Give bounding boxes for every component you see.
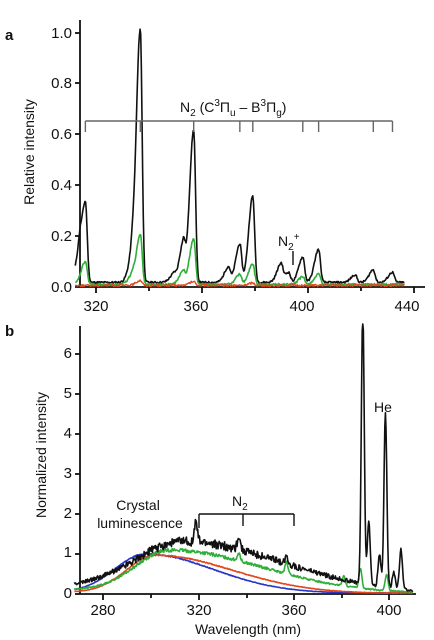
x-tick-label: 440 [394, 298, 419, 315]
panel-b-y-ticks: 0 1 2 3 4 5 6 [64, 345, 72, 602]
panel-b: b Normalized intensity 0 1 2 3 4 5 6 280… [5, 323, 416, 637]
x-tick-label: 280 [90, 602, 115, 619]
n2-band-label: N2 (C3Πu – B3Πg) [180, 98, 286, 119]
y-tick-label: 2 [64, 505, 72, 522]
y-tick-label: 3 [64, 465, 72, 482]
y-tick-label: 6 [64, 345, 72, 362]
y-tick-label: 0 [64, 585, 72, 602]
crystal-luminescence-label: Crystal luminescence [97, 497, 183, 531]
panel-b-series [73, 323, 414, 594]
y-tick-label: 0.8 [51, 75, 72, 92]
x-tick-label: 320 [186, 602, 211, 619]
panel-a-series-line-0 [74, 28, 405, 285]
n2-band-bracket [84, 120, 394, 132]
y-tick-label: 0.6 [51, 126, 72, 143]
y-tick-label: 0.4 [51, 177, 72, 194]
n2-label-b: N2 [232, 493, 248, 513]
panel-b-axes [75, 326, 416, 600]
panel-a-letter: a [5, 27, 14, 44]
panel-a-series [74, 28, 405, 288]
panel-a: a Relative intensity 0.0 0.2 0.4 0.6 0.8… [5, 20, 425, 315]
panel-b-series-line-3 [73, 323, 414, 592]
panel-b-series-line-2 [73, 547, 414, 594]
x-tick-label: 400 [376, 602, 401, 619]
y-tick-label: 1.0 [51, 25, 72, 42]
panel-a-series-line-1 [75, 233, 405, 287]
panel-a-y-axis-title: Relative intensity [21, 99, 37, 205]
panel-b-y-axis-title: Normalized intensity [33, 392, 49, 518]
n2-ion-label: N2+ [278, 232, 300, 253]
panel-a-y-ticks: 0.0 0.2 0.4 0.6 0.8 1.0 [51, 25, 72, 296]
panel-a-x-ticks: 320 360 400 440 [83, 298, 419, 315]
y-tick-label: 0.2 [51, 228, 72, 245]
panel-b-x-axis-title: Wavelength (nm) [195, 621, 301, 637]
panel-a-axes [75, 20, 425, 293]
panel-a-series-line-2 [74, 279, 405, 288]
x-tick-label: 360 [183, 298, 208, 315]
y-tick-label: 5 [64, 385, 72, 402]
panel-b-x-ticks: 280 320 360 400 [90, 602, 401, 619]
x-tick-label: 400 [289, 298, 314, 315]
x-tick-label: 320 [83, 298, 108, 315]
he-label: He [374, 399, 392, 415]
panel-b-series-line-1 [74, 553, 414, 594]
n2-bracket-b [198, 513, 295, 528]
y-tick-label: 4 [64, 425, 72, 442]
panel-b-letter: b [5, 323, 14, 340]
y-tick-label: 1 [64, 544, 72, 561]
panel-b-series-line-0 [73, 552, 414, 594]
y-tick-label: 0.0 [51, 279, 72, 296]
x-tick-label: 360 [281, 602, 306, 619]
